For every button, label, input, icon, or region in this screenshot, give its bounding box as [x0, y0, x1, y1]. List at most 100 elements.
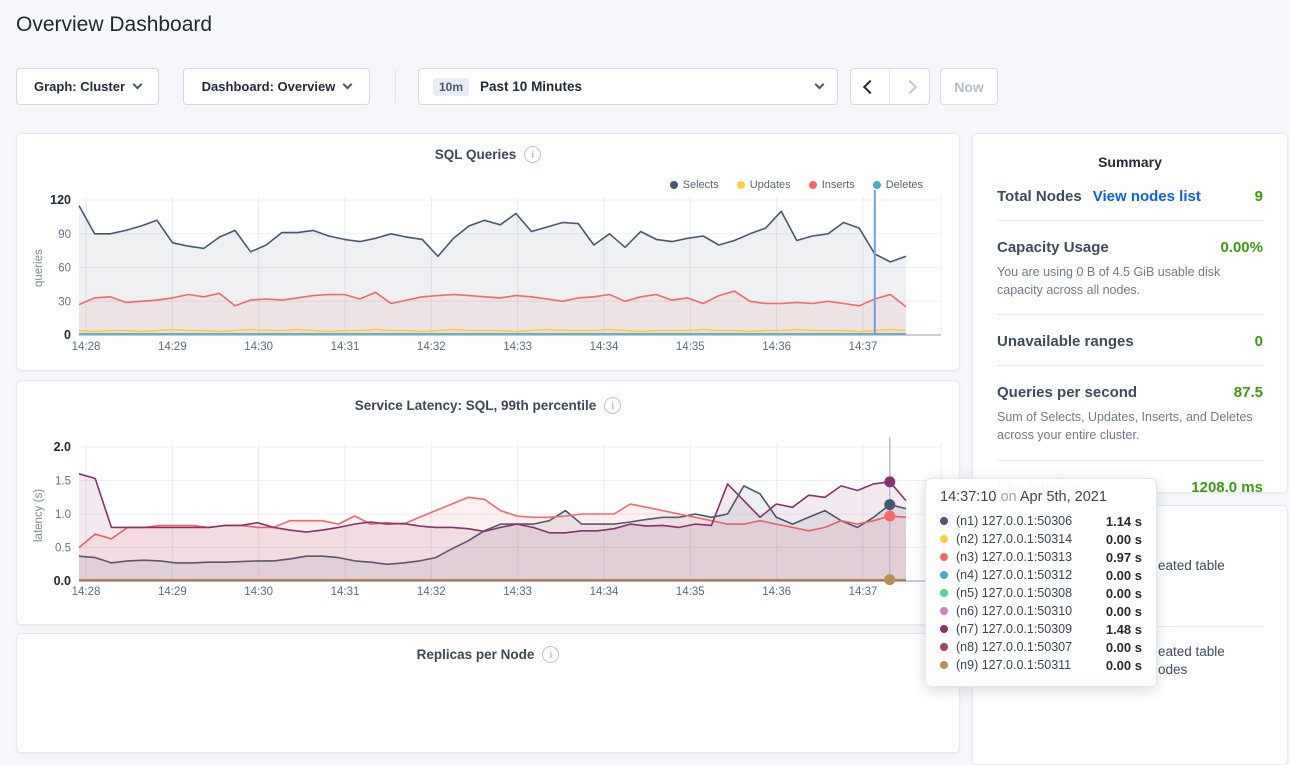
- stat-label: Unavailable ranges: [997, 333, 1134, 351]
- dashboard-dropdown[interactable]: Dashboard: Overview: [183, 68, 370, 105]
- tooltip-row: (n9) 127.0.0.1:50311 0.00 s: [940, 656, 1142, 674]
- svg-text:14:28: 14:28: [72, 586, 101, 598]
- svg-text:14:28: 14:28: [72, 341, 101, 353]
- sql-chart-legend: Selects Updates Inserts Deletes: [669, 179, 923, 191]
- legend-label: Selects: [682, 179, 719, 191]
- tooltip-row: (n5) 127.0.0.1:50308 0.00 s: [940, 584, 1142, 602]
- time-range-label: Past 10 Minutes: [480, 79, 583, 94]
- toolbar-divider: [395, 70, 396, 103]
- time-range-dropdown[interactable]: 10m Past 10 Minutes: [418, 68, 838, 105]
- tooltip-node-value: 0.00 s: [1105, 603, 1142, 619]
- svg-text:14:35: 14:35: [676, 341, 705, 353]
- tooltip-row: (n6) 127.0.0.1:50310 0.00 s: [940, 602, 1142, 620]
- svg-text:14:32: 14:32: [417, 586, 446, 598]
- tooltip-row: (n3) 127.0.0.1:50313 0.97 s: [940, 548, 1142, 566]
- svg-text:0.0: 0.0: [54, 574, 71, 588]
- info-icon[interactable]: i: [604, 397, 622, 414]
- tooltip-row: (n1) 127.0.0.1:50306 1.14 s: [940, 512, 1142, 530]
- tooltip-node-value: 0.00 s: [1105, 531, 1142, 547]
- stat-value: 0.00%: [1220, 239, 1263, 256]
- chart-hover-tooltip: 14:37:10 on Apr 5th, 2021 (n1) 127.0.0.1…: [925, 478, 1157, 687]
- series-dot: [940, 553, 948, 561]
- svg-text:14:33: 14:33: [503, 341, 532, 353]
- legend-label: Inserts: [821, 179, 855, 191]
- series-dot: [940, 661, 948, 669]
- event-text-fragment: odes: [1158, 662, 1188, 677]
- tooltip-timestamp: 14:37:10 on Apr 5th, 2021: [940, 489, 1142, 505]
- stat-value: 1208.0 ms: [1191, 478, 1263, 496]
- tooltip-node-label: (n2) 127.0.0.1:50314: [956, 532, 1073, 546]
- replicas-per-node-panel: Replicas per Node i: [16, 633, 960, 753]
- legend-item: Selects: [669, 179, 719, 191]
- view-nodes-list-link[interactable]: View nodes list: [1092, 188, 1201, 205]
- stat-label: Total Nodes: [997, 188, 1082, 205]
- stat-note: You are using 0 B of 4.5 GiB usable disk…: [997, 265, 1221, 298]
- series-dot: [940, 643, 948, 651]
- svg-text:14:36: 14:36: [762, 341, 791, 353]
- svg-text:14:34: 14:34: [590, 586, 619, 598]
- svg-text:1.5: 1.5: [55, 476, 71, 488]
- tooltip-on: on: [1000, 489, 1017, 505]
- svg-text:0.5: 0.5: [55, 543, 71, 555]
- svg-text:1.0: 1.0: [55, 509, 71, 521]
- time-next-button[interactable]: [890, 69, 929, 104]
- series-dot: [940, 535, 948, 543]
- graph-dropdown[interactable]: Graph: Cluster: [16, 68, 159, 105]
- chevron-down-icon: [342, 79, 353, 90]
- chevron-right-icon: [902, 79, 917, 94]
- graph-dropdown-label: Graph: Cluster: [33, 79, 125, 94]
- legend-dot: [736, 181, 745, 189]
- now-button-label: Now: [954, 78, 984, 95]
- tooltip-node-label: (n7) 127.0.0.1:50309: [956, 622, 1073, 636]
- tooltip-node-label: (n9) 127.0.0.1:50311: [956, 658, 1072, 672]
- sql-queries-chart[interactable]: 14:28 14:29 14:30 14:31 14:32 14:33 14:34 14:35…: [17, 134, 961, 372]
- tooltip-node-value: 1.14 s: [1105, 513, 1142, 529]
- svg-text:0: 0: [64, 328, 71, 342]
- tooltip-row: (n4) 127.0.0.1:50312 0.00 s: [940, 566, 1142, 584]
- tooltip-row: (n7) 127.0.0.1:50309 1.48 s: [940, 620, 1142, 638]
- svg-text:14:35: 14:35: [676, 586, 705, 598]
- time-range-badge: 10m: [433, 77, 470, 96]
- tooltip-node-label: (n4) 127.0.0.1:50312: [956, 568, 1073, 582]
- time-prev-button[interactable]: [851, 69, 891, 104]
- chevron-left-icon: [862, 79, 878, 94]
- legend-item: Updates: [736, 179, 791, 191]
- tooltip-node-value: 0.00 s: [1105, 657, 1142, 673]
- series-dot: [940, 589, 948, 597]
- stat-label: Queries per second: [997, 384, 1138, 402]
- sql-queries-title: SQL Queries: [434, 147, 517, 162]
- time-step-buttons: [850, 68, 930, 105]
- tooltip-node-value: 0.00 s: [1105, 567, 1142, 583]
- svg-text:14:36: 14:36: [762, 586, 791, 598]
- stat-capacity-usage: Capacity Usage 0.00% You are using 0 B o…: [997, 221, 1263, 316]
- tooltip-node-value: 0.00 s: [1105, 585, 1142, 601]
- svg-text:14:31: 14:31: [331, 341, 360, 353]
- summary-panel: Summary Total Nodes View nodes list 9 Ca…: [972, 133, 1288, 496]
- legend-dot: [669, 181, 678, 189]
- tooltip-node-value: 1.48 s: [1105, 621, 1142, 637]
- replicas-per-node-title: Replicas per Node: [416, 647, 535, 662]
- service-latency-panel: Service Latency: SQL, 99th percentile i …: [16, 380, 960, 625]
- svg-text:120: 120: [50, 193, 71, 207]
- series-dot: [940, 571, 948, 579]
- stat-value: 87.5: [1233, 384, 1263, 402]
- svg-text:14:29: 14:29: [158, 341, 187, 353]
- tooltip-node-label: (n8) 127.0.0.1:50307: [956, 640, 1073, 654]
- stat-value: 9: [1254, 188, 1263, 205]
- now-button[interactable]: Now: [940, 68, 998, 105]
- tooltip-rows: (n1) 127.0.0.1:50306 1.14 s (n2) 127.0.0.1…: [940, 512, 1142, 674]
- tooltip-node-value: 0.00 s: [1105, 639, 1142, 655]
- service-latency-chart[interactable]: 14:28 14:29 14:30 14:31 14:32 14:33 14:34 14:35…: [17, 381, 961, 626]
- chevron-down-icon: [132, 79, 143, 90]
- info-icon[interactable]: i: [524, 146, 542, 163]
- legend-label: Deletes: [885, 179, 923, 191]
- tooltip-node-label: (n6) 127.0.0.1:50310: [956, 604, 1073, 618]
- stat-note: Sum of Selects, Updates, Inserts, and De…: [997, 410, 1253, 443]
- series-dot: [940, 625, 948, 633]
- tooltip-node-value: 0.97 s: [1105, 549, 1142, 565]
- tooltip-row: (n2) 127.0.0.1:50314 0.00 s: [940, 530, 1142, 548]
- legend-dot: [808, 181, 817, 189]
- summary-title: Summary: [1098, 154, 1162, 170]
- legend-item: Inserts: [808, 179, 855, 191]
- info-icon[interactable]: i: [542, 646, 560, 663]
